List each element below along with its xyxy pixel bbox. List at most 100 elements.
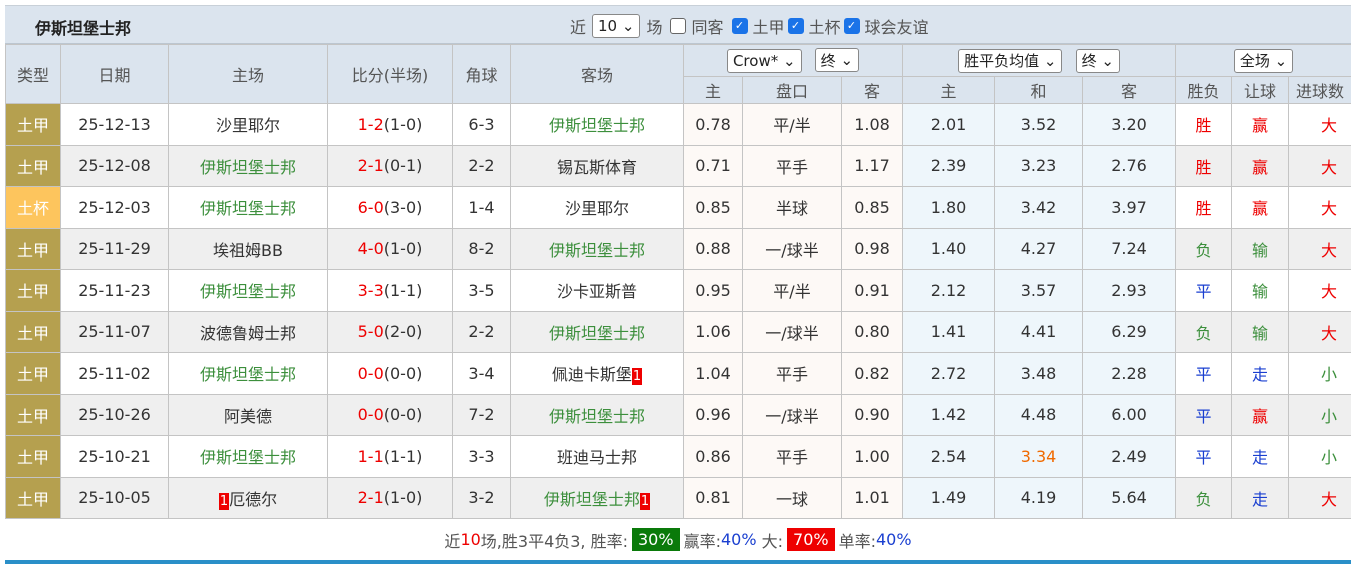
company-select[interactable]: Crow* ⌄ xyxy=(727,49,802,73)
home-team-name: 阿美德 xyxy=(224,407,272,426)
filters: 近 10 ⌄ 场 同客 ✓土甲 ✓土杯 ✓球会友谊 xyxy=(570,14,929,38)
full-score: 2-1 xyxy=(358,488,384,507)
league-cell[interactable]: 土甲 xyxy=(6,394,61,436)
away-team[interactable]: 伊斯坦堡士邦1 xyxy=(511,477,684,519)
league-cell[interactable]: 土甲 xyxy=(6,311,61,353)
home-team[interactable]: 伊斯坦堡士邦 xyxy=(169,187,328,229)
home-team[interactable]: 伊斯坦堡士邦 xyxy=(169,145,328,187)
half-score: (3-0) xyxy=(384,198,423,217)
goals-result-cell: 小 xyxy=(1289,436,1351,478)
league-cell[interactable]: 土甲 xyxy=(6,145,61,187)
euro-odds-select[interactable]: 胜平负均值 ⌄ xyxy=(958,49,1062,73)
score-cell[interactable]: 1-1(1-1) xyxy=(328,436,453,478)
away-team[interactable]: 锡瓦斯体育 xyxy=(511,145,684,187)
eu-away-odds: 3.97 xyxy=(1083,187,1176,229)
league-checkbox-2[interactable]: ✓ xyxy=(788,18,804,34)
home-team[interactable]: 伊斯坦堡士邦 xyxy=(169,270,328,312)
period-select[interactable]: 全场 ⌄ xyxy=(1234,49,1293,73)
win-rate-badge: 30% xyxy=(632,528,680,551)
away-team-name: 沙里耶尔 xyxy=(565,199,629,218)
score-cell[interactable]: 3-3(1-1) xyxy=(328,270,453,312)
same-venue-checkbox[interactable] xyxy=(670,18,686,34)
home-team-name: 伊斯坦堡士邦 xyxy=(200,282,296,301)
col-away: 客场 xyxy=(511,45,684,104)
summary-near: 近 xyxy=(444,528,460,552)
home-team[interactable]: 1厄德尔 xyxy=(169,477,328,519)
summary-text: 场,胜3平4负3, 胜率: xyxy=(481,528,628,552)
handicap-time-select[interactable]: 终 ⌄ xyxy=(815,48,859,72)
home-team[interactable]: 波德鲁姆士邦 xyxy=(169,311,328,353)
eu-home-odds: 2.01 xyxy=(903,104,995,146)
result-cell: 负 xyxy=(1176,228,1232,270)
col-ah-line: 盘口 xyxy=(743,77,842,104)
home-team-name: 厄德尔 xyxy=(229,490,277,509)
col-eu-home: 主 xyxy=(903,77,995,104)
ah-away-odds: 0.85 xyxy=(842,187,903,229)
eu-draw-odds: 3.34 xyxy=(995,436,1083,478)
home-team[interactable]: 阿美德 xyxy=(169,394,328,436)
ah-line: 平手 xyxy=(743,145,842,187)
away-team-name: 沙卡亚斯普 xyxy=(557,282,637,301)
corner-cell: 6-3 xyxy=(453,104,511,146)
away-team[interactable]: 伊斯坦堡士邦 xyxy=(511,104,684,146)
away-team[interactable]: 沙卡亚斯普 xyxy=(511,270,684,312)
home-team[interactable]: 伊斯坦堡士邦 xyxy=(169,436,328,478)
ah-home-odds: 0.71 xyxy=(684,145,743,187)
league-cell[interactable]: 土甲 xyxy=(6,270,61,312)
table-row: 土甲 25-12-13 沙里耶尔 1-2(1-0) 6-3 伊斯坦堡士邦 0.7… xyxy=(6,104,1351,146)
league-cell[interactable]: 土甲 xyxy=(6,228,61,270)
corner-cell: 2-2 xyxy=(453,145,511,187)
away-team[interactable]: 伊斯坦堡士邦 xyxy=(511,228,684,270)
league-checkbox-label: 土甲 xyxy=(753,14,785,38)
euro-time-select[interactable]: 终 ⌄ xyxy=(1076,49,1120,73)
goals-result-cell: 大 xyxy=(1289,311,1351,353)
games-label: 场 xyxy=(646,14,662,38)
ah-home-odds: 0.86 xyxy=(684,436,743,478)
home-team-name: 伊斯坦堡士邦 xyxy=(200,448,296,467)
league-cell[interactable]: 土甲 xyxy=(6,104,61,146)
eu-draw-odds: 4.48 xyxy=(995,394,1083,436)
red-card-badge: 1 xyxy=(640,493,650,510)
table-row: 土甲 25-11-29 埃祖姆BB 4-0(1-0) 8-2 伊斯坦堡士邦 0.… xyxy=(6,228,1351,270)
result-cell: 负 xyxy=(1176,477,1232,519)
match-date: 25-11-23 xyxy=(61,270,169,312)
col-corner: 角球 xyxy=(453,45,511,104)
away-team[interactable]: 班迪马士邦 xyxy=(511,436,684,478)
league-cell[interactable]: 土甲 xyxy=(6,353,61,395)
league-checkbox-3[interactable]: ✓ xyxy=(844,18,860,34)
table-row: 土甲 25-12-08 伊斯坦堡士邦 2-1(0-1) 2-2 锡瓦斯体育 0.… xyxy=(6,145,1351,187)
home-team[interactable]: 埃祖姆BB xyxy=(169,228,328,270)
handicap-result-cell: 赢 xyxy=(1232,187,1289,229)
away-team[interactable]: 伊斯坦堡士邦 xyxy=(511,394,684,436)
handicap-result-cell: 赢 xyxy=(1232,394,1289,436)
away-team[interactable]: 沙里耶尔 xyxy=(511,187,684,229)
match-count-select[interactable]: 10 ⌄ xyxy=(592,14,640,38)
same-venue-label: 同客 xyxy=(691,14,723,38)
home-team[interactable]: 沙里耶尔 xyxy=(169,104,328,146)
score-cell[interactable]: 4-0(1-0) xyxy=(328,228,453,270)
score-cell[interactable]: 2-1(1-0) xyxy=(328,477,453,519)
red-card-badge: 1 xyxy=(632,368,642,385)
result-cell: 平 xyxy=(1176,353,1232,395)
ah-line: 一/球半 xyxy=(743,228,842,270)
col-ah-away: 客 xyxy=(842,77,903,104)
league-checkbox-1[interactable]: ✓ xyxy=(732,18,748,34)
score-cell[interactable]: 1-2(1-0) xyxy=(328,104,453,146)
full-score: 2-1 xyxy=(358,156,384,175)
chevron-down-icon: ⌄ xyxy=(1275,52,1288,70)
score-cell[interactable]: 0-0(0-0) xyxy=(328,394,453,436)
league-cell[interactable]: 土甲 xyxy=(6,477,61,519)
score-cell[interactable]: 2-1(0-1) xyxy=(328,145,453,187)
score-cell[interactable]: 5-0(2-0) xyxy=(328,311,453,353)
score-cell[interactable]: 0-0(0-0) xyxy=(328,353,453,395)
ah-home-odds: 0.85 xyxy=(684,187,743,229)
company-value: Crow* xyxy=(733,52,778,70)
score-cell[interactable]: 6-0(3-0) xyxy=(328,187,453,229)
league-cell[interactable]: 土甲 xyxy=(6,436,61,478)
col-home: 主场 xyxy=(169,45,328,104)
summary-count: 10 xyxy=(460,530,480,549)
league-cell[interactable]: 土杯 xyxy=(6,187,61,229)
away-team[interactable]: 佩迪卡斯堡1 xyxy=(511,353,684,395)
away-team[interactable]: 伊斯坦堡士邦 xyxy=(511,311,684,353)
home-team[interactable]: 伊斯坦堡士邦 xyxy=(169,353,328,395)
